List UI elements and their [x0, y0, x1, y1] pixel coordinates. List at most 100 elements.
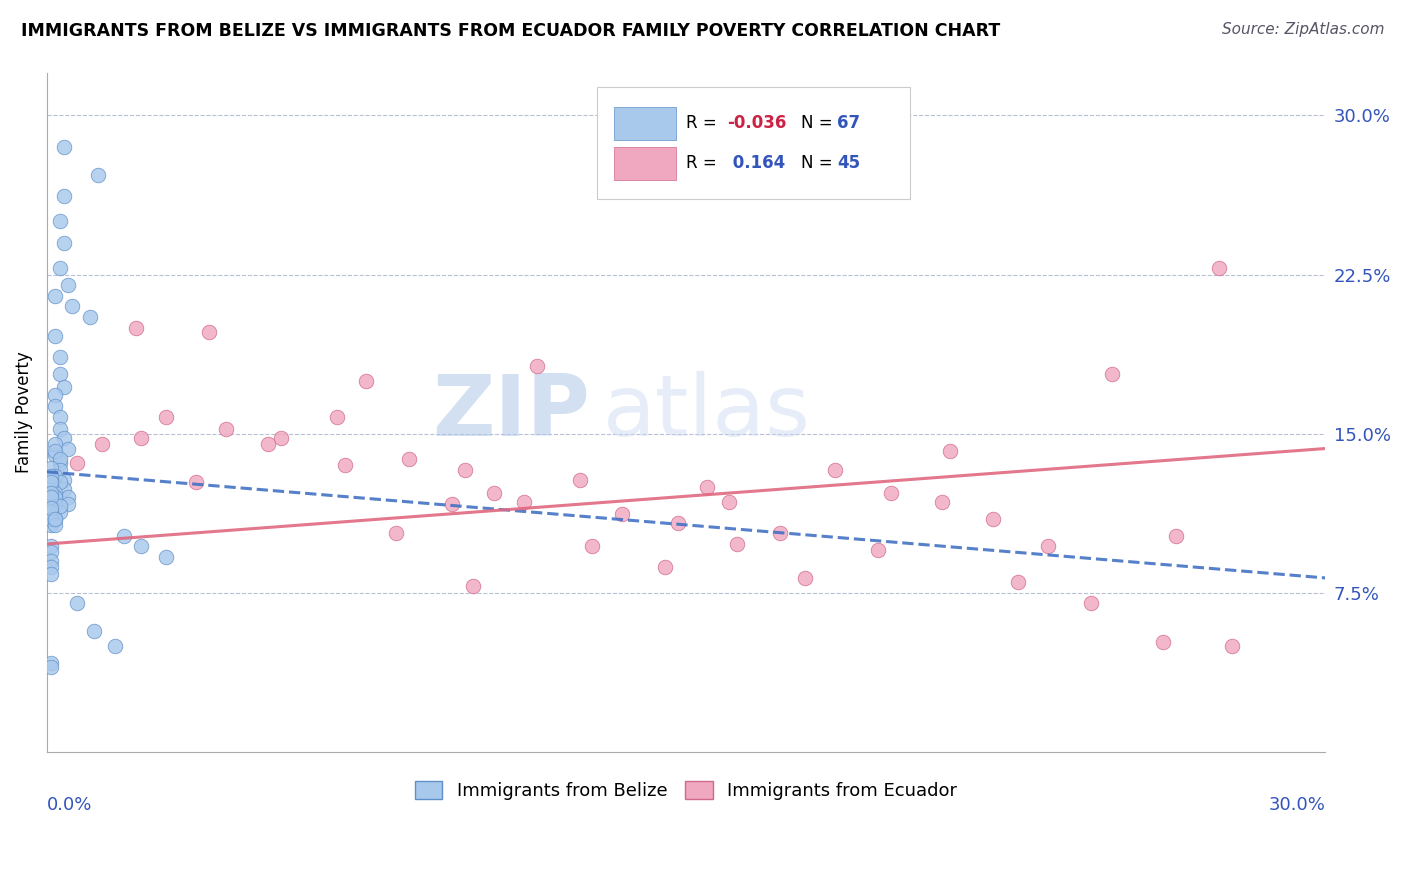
Text: 45: 45: [837, 153, 860, 171]
FancyBboxPatch shape: [614, 147, 676, 179]
Point: [125, 320, 148, 334]
Point: [39, 560, 62, 574]
Point: [696, 480, 718, 494]
Y-axis label: Family Poverty: Family Poverty: [15, 351, 32, 474]
Point: [1101, 368, 1123, 382]
Point: [44, 443, 66, 458]
Point: [1152, 634, 1174, 648]
Text: R =: R =: [686, 153, 723, 171]
Text: 67: 67: [837, 113, 860, 131]
Point: [79, 310, 101, 324]
Point: [44, 448, 66, 462]
Point: [824, 463, 846, 477]
Point: [879, 486, 901, 500]
Point: [513, 494, 536, 508]
Point: [1166, 528, 1188, 542]
Point: [91, 437, 114, 451]
Text: -0.036: -0.036: [727, 113, 786, 131]
Point: [52, 380, 75, 394]
Text: 30.0%: 30.0%: [1268, 796, 1326, 814]
Point: [568, 473, 591, 487]
Point: [866, 543, 889, 558]
Point: [931, 494, 953, 508]
Point: [270, 431, 292, 445]
Point: [717, 494, 740, 508]
Point: [48, 422, 70, 436]
Point: [440, 497, 463, 511]
Point: [58, 497, 80, 511]
Point: [215, 422, 238, 436]
Point: [453, 463, 475, 477]
Text: ZIP: ZIP: [433, 371, 591, 454]
Point: [44, 517, 66, 532]
Point: [1007, 575, 1029, 590]
Text: N =: N =: [801, 113, 838, 131]
Text: atlas: atlas: [603, 371, 811, 454]
Point: [39, 566, 62, 581]
Point: [39, 460, 62, 475]
Point: [39, 469, 62, 483]
Point: [48, 214, 70, 228]
Text: 0.0%: 0.0%: [46, 796, 93, 814]
Point: [335, 458, 357, 473]
Text: IMMIGRANTS FROM BELIZE VS IMMIGRANTS FROM ECUADOR FAMILY POVERTY CORRELATION CHA: IMMIGRANTS FROM BELIZE VS IMMIGRANTS FRO…: [21, 22, 1000, 40]
Point: [48, 505, 70, 519]
Point: [44, 491, 66, 505]
Point: [52, 235, 75, 250]
Text: 0.164: 0.164: [727, 153, 785, 171]
Point: [48, 368, 70, 382]
Point: [48, 499, 70, 513]
Point: [725, 537, 748, 551]
Point: [58, 278, 80, 293]
Point: [52, 189, 75, 203]
Point: [129, 539, 152, 553]
Point: [581, 539, 603, 553]
Point: [44, 497, 66, 511]
Point: [48, 463, 70, 477]
FancyBboxPatch shape: [614, 107, 676, 139]
Point: [39, 473, 62, 487]
Point: [112, 528, 135, 542]
Point: [39, 508, 62, 522]
Point: [44, 289, 66, 303]
Point: [66, 596, 89, 610]
Point: [398, 452, 420, 467]
Point: [44, 329, 66, 343]
Point: [461, 579, 484, 593]
Point: [44, 486, 66, 500]
Point: [48, 452, 70, 467]
Point: [39, 517, 62, 532]
Point: [612, 508, 634, 522]
Text: R =: R =: [686, 113, 723, 131]
Text: N =: N =: [801, 153, 838, 171]
Point: [44, 399, 66, 413]
Point: [769, 526, 792, 541]
Point: [39, 475, 62, 490]
Point: [48, 409, 70, 424]
Point: [104, 639, 127, 653]
Point: [52, 473, 75, 487]
Point: [52, 431, 75, 445]
Point: [58, 442, 80, 456]
Point: [39, 500, 62, 515]
Point: [87, 168, 110, 182]
Point: [44, 511, 66, 525]
Point: [981, 511, 1004, 525]
Point: [257, 437, 280, 451]
Point: [155, 409, 177, 424]
Point: [44, 491, 66, 505]
Point: [654, 560, 676, 574]
Point: [39, 482, 62, 496]
FancyBboxPatch shape: [596, 87, 910, 199]
Point: [39, 511, 62, 525]
Point: [39, 656, 62, 670]
Point: [48, 261, 70, 276]
Point: [155, 549, 177, 564]
Point: [62, 299, 84, 313]
Point: [58, 491, 80, 505]
Point: [1038, 539, 1060, 553]
Point: [39, 505, 62, 519]
Point: [39, 554, 62, 568]
Point: [48, 351, 70, 365]
Point: [44, 388, 66, 402]
